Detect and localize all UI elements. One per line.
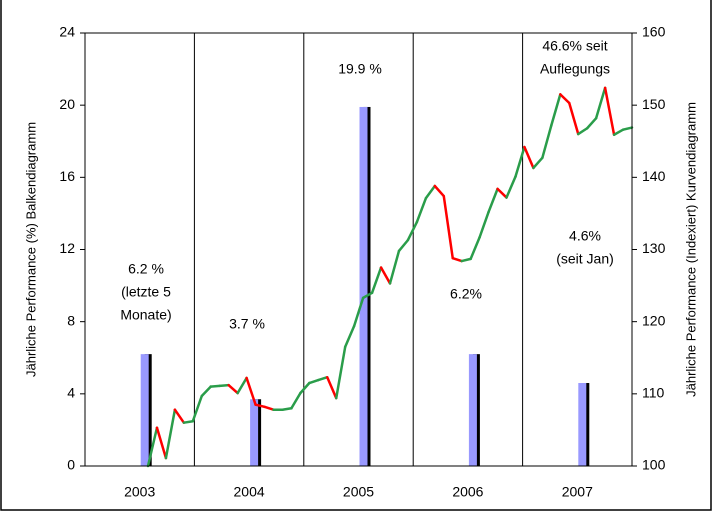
line-segment [514, 145, 526, 178]
line-segment [361, 291, 374, 300]
line-segment [209, 384, 221, 388]
line-segment [227, 383, 239, 395]
bar [359, 106, 368, 467]
line-segment [541, 124, 553, 160]
line-segment [191, 394, 204, 423]
line-segment [281, 407, 293, 411]
y-tick-label: 4 [67, 385, 75, 401]
line-segment [550, 93, 562, 127]
y-tick-label: 20 [59, 96, 75, 112]
line-segment [182, 420, 195, 424]
y2-tick-label: 130 [642, 240, 666, 256]
plot-border [84, 32, 633, 467]
y-tick-label: 24 [59, 24, 75, 40]
annotation: 46.6% seit [542, 38, 607, 54]
line-segment [532, 156, 544, 170]
line-segment [397, 238, 410, 253]
y2-tick-label: 100 [642, 457, 666, 473]
line-segment [442, 194, 454, 260]
line-segment [433, 184, 446, 198]
line-segment [173, 408, 186, 424]
bar [250, 399, 259, 466]
line-segment [245, 376, 257, 406]
line-segment [406, 220, 419, 242]
line-segment [621, 126, 634, 131]
y2-tick-label: 150 [642, 96, 666, 112]
line-segment [523, 145, 535, 170]
line-segment [460, 257, 472, 263]
line-segment [290, 391, 302, 410]
line-segment [559, 93, 571, 105]
line-segment [379, 266, 392, 285]
line-segment [594, 86, 607, 120]
line-segment [478, 210, 490, 239]
line-segment [236, 376, 248, 395]
annotation: (letzte 5 [121, 284, 171, 300]
annotation: (seit Jan) [556, 251, 614, 267]
y-tick-label: 0 [67, 457, 75, 473]
line-segment [254, 403, 266, 409]
y2-tick-label: 110 [642, 385, 665, 401]
x-tick-label: 2007 [562, 484, 593, 500]
line-segment [603, 86, 616, 137]
line-segment [308, 378, 320, 385]
line-segment [164, 408, 177, 460]
annotation: 3.7 % [229, 316, 265, 332]
line-segment [612, 128, 625, 137]
y-tick-label: 12 [59, 240, 75, 256]
line-segment [326, 375, 338, 400]
x-tick-label: 2005 [343, 484, 374, 500]
x-tick-label: 2004 [234, 484, 265, 500]
x-tick-label: 2006 [452, 484, 483, 500]
bar [578, 383, 587, 466]
line-segment [576, 127, 589, 136]
line-segment [146, 426, 159, 468]
line-segment [505, 175, 517, 199]
bar [468, 354, 477, 466]
y2-tick-label: 160 [642, 24, 666, 40]
y2-tick-label: 120 [642, 312, 666, 328]
line-segment [200, 385, 212, 398]
line-segment [585, 116, 598, 130]
line-segment [352, 296, 365, 328]
line-segment [469, 235, 481, 261]
line-segment [451, 256, 463, 263]
annotation: 6.2 % [128, 261, 164, 277]
line-segment [155, 426, 168, 460]
line-segment [496, 187, 508, 199]
line-segment [317, 375, 329, 382]
line-segment [487, 187, 499, 214]
line-segment [388, 249, 401, 285]
line-segment [370, 266, 383, 295]
annotation: 6.2% [450, 286, 482, 302]
y-axis-label: Jährliche Performance (%) Balkendiagramm [23, 122, 38, 377]
annotation: Auflegungs [540, 61, 610, 77]
y2-axis-label: Jährliche Performance (Indexiert) Kurven… [683, 102, 698, 397]
y-tick-label: 8 [67, 312, 75, 328]
line-segment [299, 381, 311, 395]
line-segment [424, 184, 437, 200]
x-tick-label: 2003 [124, 484, 155, 500]
y2-tick-label: 140 [642, 168, 666, 184]
line-segment [263, 405, 275, 411]
annotation: 4.6% [569, 228, 601, 244]
line-segment [334, 345, 347, 400]
line-segment [218, 383, 230, 388]
annotation: Monate) [120, 307, 171, 323]
line-segment [568, 101, 580, 136]
line-segment [415, 197, 428, 224]
line-segment [343, 324, 356, 349]
y-tick-label: 16 [59, 168, 75, 184]
bar [140, 354, 149, 466]
annotation: 19.9 % [338, 61, 382, 77]
